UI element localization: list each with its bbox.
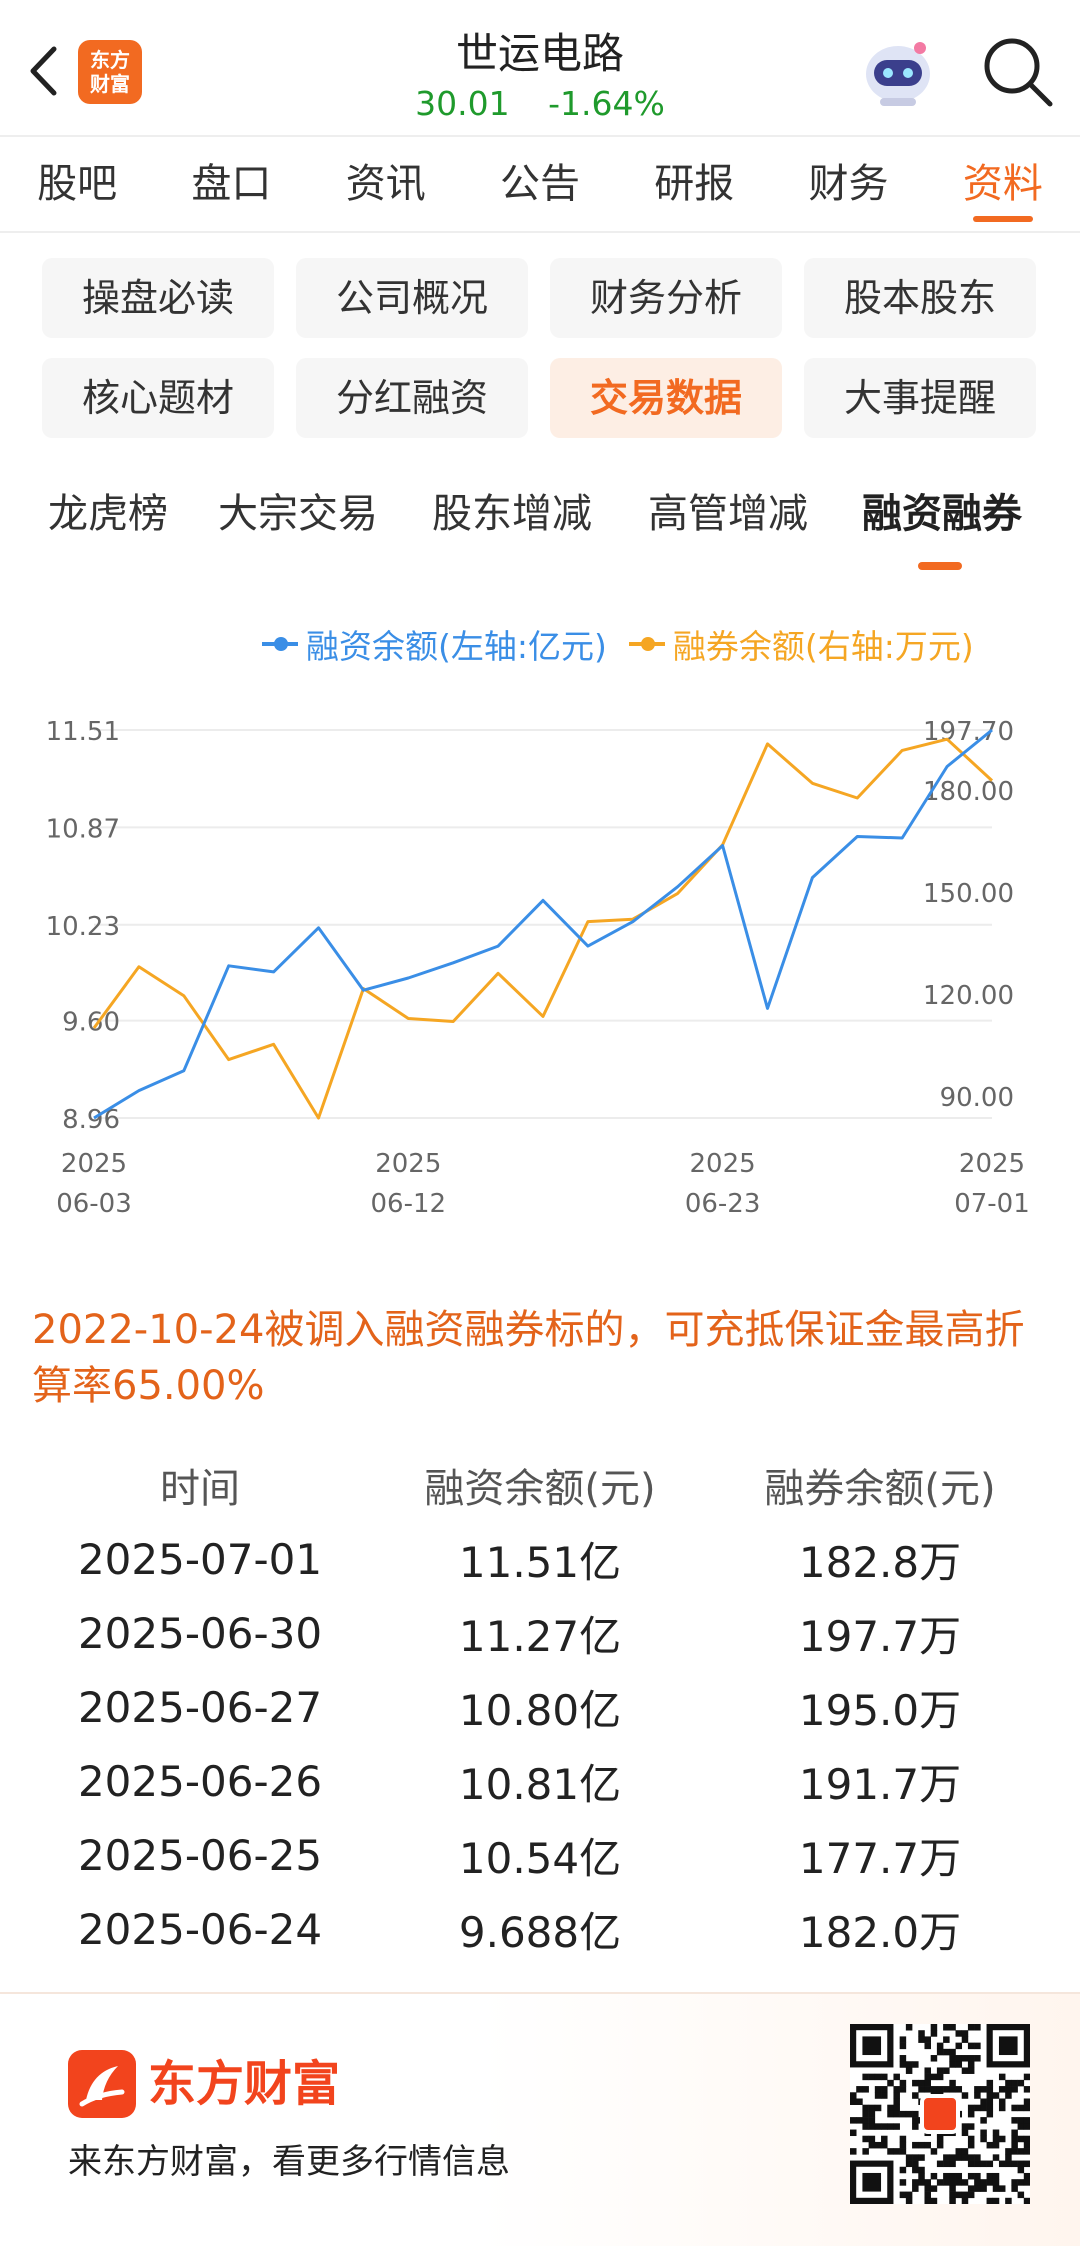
financing-balance-line — [93, 728, 993, 1120]
cell-date: 2025-06-27 — [77, 1682, 323, 1732]
tab-research[interactable]: 研报 — [654, 161, 735, 207]
robot-assistant-icon[interactable] — [860, 34, 936, 110]
y-left-tick-label: 8.96 — [62, 1105, 120, 1135]
back-button[interactable] — [18, 36, 68, 106]
grid-item-event-reminders[interactable]: 大事提醒 — [804, 358, 1036, 438]
x-tick-year: 2025 — [61, 1149, 127, 1179]
footer-brand-name: 东方财富 — [148, 2056, 341, 2112]
grid-item-dividends-financing[interactable]: 分红融资 — [296, 358, 528, 438]
header: 东方财富 世运电路 30.01 -1.64% — [0, 0, 1080, 136]
legend-label: 融资余额(左轴:亿元) — [306, 627, 607, 666]
header-financing-balance: 融资余额(元) — [424, 1466, 656, 1512]
x-tick-year: 2025 — [959, 1149, 1025, 1179]
tab-finance[interactable]: 财务 — [808, 161, 889, 207]
cell-short: 182.0万 — [798, 1907, 962, 1957]
search-icon — [984, 38, 1053, 107]
brand-logo-icon — [68, 2050, 136, 2118]
brand-logo-text: 东方财富 — [90, 48, 130, 96]
brand-logo: 东方财富 — [78, 40, 142, 104]
cell-short: 182.8万 — [798, 1537, 962, 1587]
cell-financing: 10.80亿 — [458, 1685, 622, 1735]
legend-marker — [262, 637, 298, 651]
cell-financing: 11.27亿 — [458, 1611, 622, 1661]
cell-date: 2025-07-01 — [77, 1534, 323, 1584]
tab-announcements[interactable]: 公告 — [499, 161, 580, 207]
cell-short: 197.7万 — [798, 1611, 962, 1661]
grid-item-company-overview[interactable]: 公司概况 — [296, 258, 528, 338]
y-right-tick-label: 150.00 — [923, 879, 1014, 909]
subtab-dragon-tiger[interactable]: 龙虎榜 — [48, 491, 168, 537]
cell-financing: 10.81亿 — [458, 1759, 622, 1809]
cell-financing: 11.51亿 — [458, 1537, 622, 1587]
legend-item-financing: 融资余额(左轴:亿元) — [262, 620, 607, 668]
chevron-left-icon — [30, 46, 57, 96]
short-balance-line — [92, 737, 994, 1120]
tab-profile[interactable]: 资料 — [926, 138, 1080, 230]
y-left-tick-label: 10.87 — [46, 814, 120, 844]
x-tick-date: 07-01 — [954, 1189, 1030, 1219]
cell-date: 2025-06-24 — [77, 1904, 323, 1954]
stock-price: 30.01 — [415, 84, 510, 123]
x-tick-year: 2025 — [375, 1149, 441, 1179]
legend-marker — [628, 637, 665, 651]
x-tick-year: 2025 — [690, 1149, 756, 1179]
table-row[interactable]: 2025-06-26 10.81亿 191.7万 — [0, 1744, 1080, 1818]
cell-date: 2025-06-26 — [77, 1756, 323, 1806]
x-tick-date: 06-12 — [371, 1189, 447, 1219]
tab-guba[interactable]: 股吧 — [37, 161, 118, 207]
tab-news[interactable]: 资讯 — [345, 161, 426, 207]
margin-trading-chart: 11.5110.8710.239.608.96197.70180.00150.0… — [46, 717, 1030, 1219]
table-row[interactable]: 2025-06-24 9.688亿 182.0万 — [0, 1892, 1080, 1966]
cell-date: 2025-06-30 — [77, 1608, 323, 1658]
cell-financing: 10.54亿 — [458, 1833, 622, 1883]
sub-tab-bar: 龙虎榜 大宗交易 股东增减 高管增减 融资融券 — [0, 478, 1080, 570]
y-left-tick-label: 11.51 — [46, 717, 120, 747]
main-tab-bar: 股吧 盘口 资讯 公告 研报 财务 资料 — [0, 138, 1080, 230]
divider — [0, 135, 1080, 137]
legend-item-short-selling: 融券余额(右轴:万元) — [628, 620, 974, 668]
subtab-block-trade[interactable]: 大宗交易 — [218, 491, 378, 537]
footer-slogan: 来东方财富，看更多行情信息 — [68, 2142, 510, 2182]
subtab-shareholder-change[interactable]: 股东增减 — [432, 491, 592, 537]
cell-short: 195.0万 — [798, 1685, 962, 1735]
y-right-tick-label: 120.00 — [923, 981, 1014, 1011]
app-download-banner[interactable]: 东方财富 来东方财富，看更多行情信息 — [0, 1992, 1080, 2246]
grid-item-core-themes[interactable]: 核心题材 — [42, 358, 274, 438]
table-row[interactable]: 2025-06-25 10.54亿 177.7万 — [0, 1818, 1080, 1892]
margin-eligibility-note: 2022-10-24被调入融资融券标的，可充抵保证金最高折算率65.00% — [32, 1307, 1025, 1409]
stock-change: -1.64% — [548, 84, 665, 123]
x-tick-date: 06-23 — [685, 1189, 761, 1219]
cell-short: 177.7万 — [798, 1833, 962, 1883]
stock-quote: 30.01 -1.64% — [0, 84, 1080, 123]
header-time: 时间 — [160, 1466, 240, 1512]
table-row[interactable]: 2025-07-01 11.51亿 182.8万 — [0, 1522, 1080, 1596]
cell-short: 191.7万 — [798, 1759, 962, 1809]
y-left-tick-label: 10.23 — [46, 912, 120, 942]
tab-pankou[interactable]: 盘口 — [191, 161, 272, 207]
table-row[interactable]: 2025-06-30 11.27亿 197.7万 — [0, 1596, 1080, 1670]
qr-logo-icon — [920, 2094, 960, 2134]
divider — [0, 231, 1080, 233]
search-button[interactable] — [978, 32, 1058, 112]
margin-data-table: 时间 融资余额(元) 融券余额(元) 2025-07-01 11.51亿 182… — [0, 1448, 1080, 1966]
grid-item-share-capital[interactable]: 股本股东 — [804, 258, 1036, 338]
subtab-executive-change[interactable]: 高管增减 — [648, 491, 808, 537]
table-header: 时间 融资余额(元) 融券余额(元) — [0, 1448, 1080, 1522]
x-tick-date: 06-03 — [56, 1189, 132, 1219]
header-short-balance: 融券余额(元) — [764, 1466, 996, 1512]
grid-item-trading-data[interactable]: 交易数据 — [550, 358, 782, 438]
y-right-tick-label: 90.00 — [940, 1083, 1014, 1113]
active-tab-indicator — [918, 562, 962, 570]
cell-financing: 9.688亿 — [458, 1907, 622, 1957]
chart-legend: 融资余额(左轴:亿元) 融券余额(右轴:万元) — [262, 620, 996, 668]
qr-code[interactable] — [850, 2024, 1031, 2205]
cell-date: 2025-06-25 — [77, 1830, 323, 1880]
subtab-margin-trading[interactable]: 融资融券 — [862, 491, 1022, 537]
stock-name: 世运电路 — [455, 29, 624, 78]
grid-item-trading-must-read[interactable]: 操盘必读 — [42, 258, 274, 338]
grid-item-financial-analysis[interactable]: 财务分析 — [550, 258, 782, 338]
legend-label: 融券余额(右轴:万元) — [672, 627, 974, 666]
table-row[interactable]: 2025-06-27 10.80亿 195.0万 — [0, 1670, 1080, 1744]
y-left-tick-label: 9.60 — [62, 1008, 120, 1038]
